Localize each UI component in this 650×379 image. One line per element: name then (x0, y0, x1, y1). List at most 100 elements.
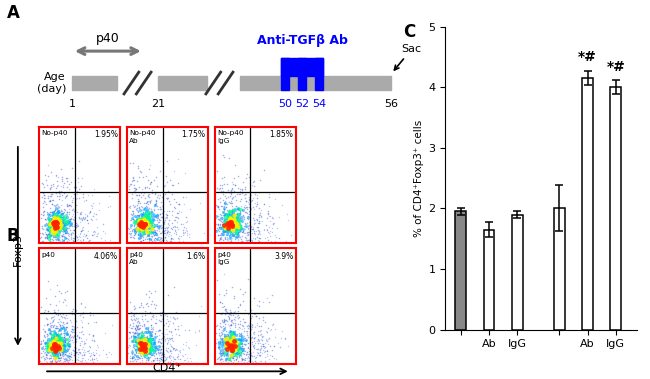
Point (163, 359, 174, 365)
Point (60, 338, 71, 345)
Point (72, 223, 82, 229)
Point (248, 221, 259, 227)
Point (43, 308, 53, 314)
Point (53, 336, 63, 342)
Point (59, 332, 70, 338)
Point (237, 186, 247, 192)
Point (39, 184, 49, 190)
Point (138, 218, 148, 224)
Point (144, 238, 155, 244)
Point (235, 225, 246, 231)
Point (258, 316, 268, 323)
Point (218, 232, 228, 238)
Point (237, 350, 248, 356)
Point (42, 342, 53, 348)
Point (138, 341, 148, 347)
Point (253, 227, 263, 233)
Point (126, 222, 136, 228)
Point (227, 179, 237, 185)
Point (224, 311, 234, 317)
Point (222, 240, 232, 246)
Point (253, 336, 263, 342)
Point (248, 349, 258, 355)
Point (50, 355, 60, 361)
Point (48, 216, 58, 222)
Point (127, 317, 138, 323)
Point (72, 339, 82, 345)
Point (222, 230, 233, 236)
Point (237, 233, 248, 240)
Point (58, 224, 69, 230)
Point (241, 351, 252, 357)
Point (235, 318, 245, 324)
Point (227, 212, 238, 218)
Point (218, 207, 229, 213)
Point (128, 175, 138, 182)
Point (45, 341, 55, 347)
Point (246, 307, 257, 313)
Point (233, 230, 243, 236)
Point (150, 229, 161, 235)
Point (214, 354, 224, 360)
Point (261, 352, 272, 359)
Point (237, 322, 247, 328)
Point (47, 221, 58, 227)
Point (135, 339, 145, 345)
Point (127, 354, 138, 360)
Point (69, 329, 79, 335)
Point (75, 312, 85, 318)
Point (225, 330, 235, 336)
Point (181, 339, 192, 345)
Point (225, 337, 235, 343)
Point (134, 340, 144, 346)
Point (135, 226, 146, 232)
Point (98, 228, 108, 234)
Point (50, 310, 60, 316)
Point (51, 210, 61, 216)
Point (162, 225, 172, 231)
Point (50, 207, 60, 213)
Point (93, 230, 103, 236)
Point (162, 212, 172, 218)
Point (267, 226, 278, 232)
Point (55, 360, 65, 366)
Point (140, 343, 150, 349)
Point (231, 215, 242, 221)
Point (133, 205, 144, 211)
Point (218, 229, 229, 235)
Point (70, 223, 80, 229)
Point (66, 193, 76, 199)
Point (170, 316, 181, 322)
Point (45, 343, 55, 349)
Point (160, 235, 170, 241)
Point (53, 222, 64, 228)
Point (38, 350, 49, 356)
Point (220, 218, 231, 224)
Point (233, 215, 243, 221)
Point (66, 319, 76, 325)
Point (131, 218, 141, 224)
Point (43, 321, 53, 327)
Point (254, 230, 265, 236)
Point (151, 316, 161, 322)
Point (51, 323, 62, 329)
Point (144, 219, 154, 225)
Point (46, 219, 57, 226)
Point (58, 355, 68, 361)
Point (50, 222, 60, 229)
Point (49, 330, 60, 337)
Point (140, 348, 150, 354)
Point (250, 340, 260, 346)
Point (44, 233, 55, 239)
Point (162, 208, 172, 214)
Point (225, 222, 235, 229)
Point (53, 355, 63, 361)
Point (160, 230, 170, 236)
Point (246, 192, 256, 198)
Point (216, 350, 226, 356)
Point (136, 169, 146, 175)
Point (49, 337, 60, 343)
Point (217, 231, 228, 237)
Point (126, 357, 136, 363)
Point (66, 235, 76, 241)
